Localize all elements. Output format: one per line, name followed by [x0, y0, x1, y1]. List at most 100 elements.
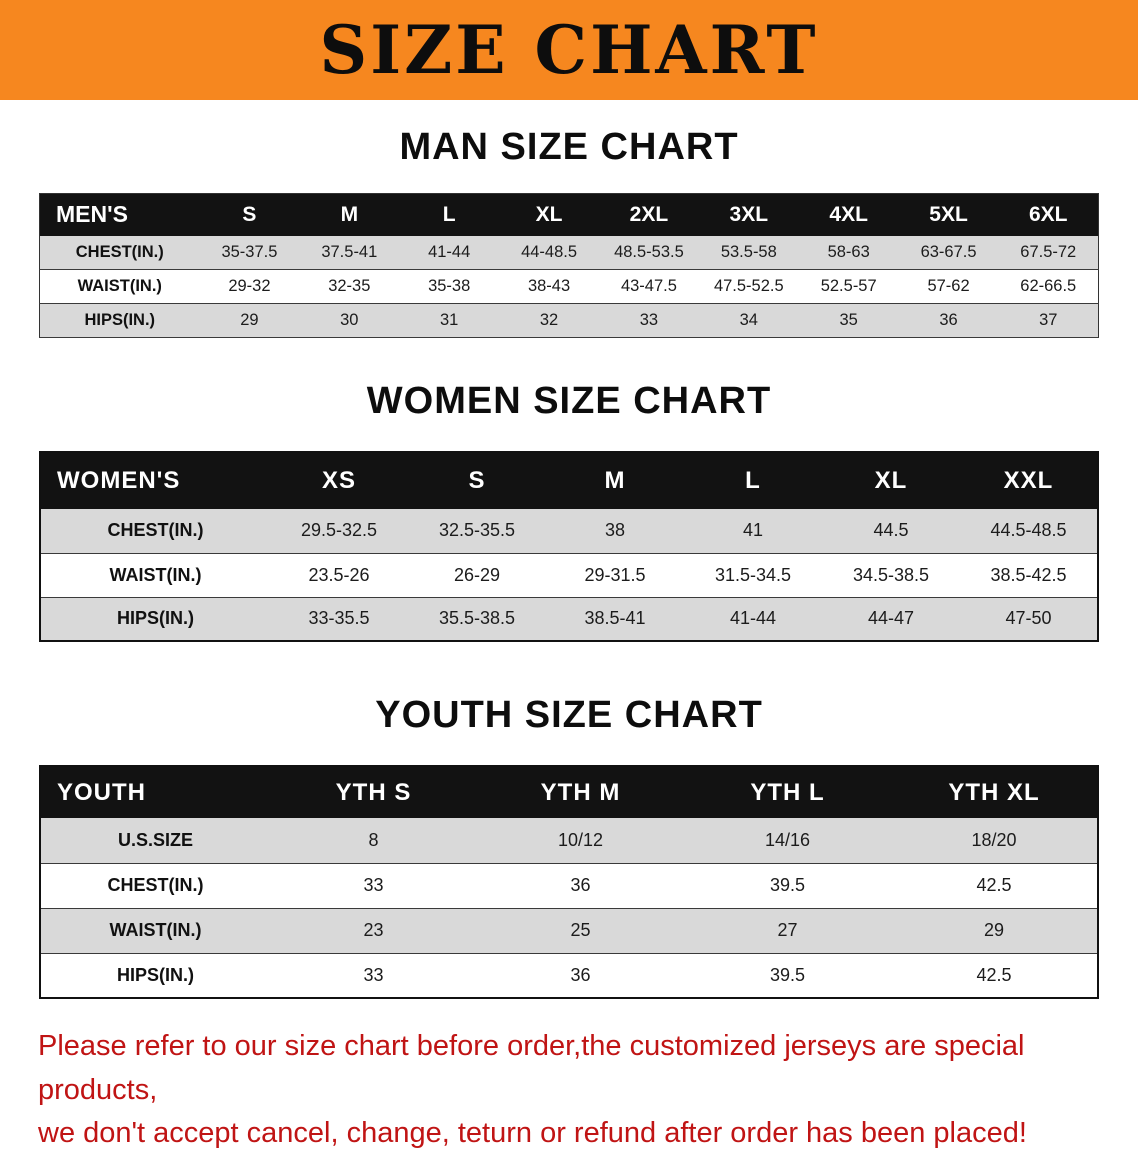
- table-row: WAIST(IN.) 23 25 27 29: [40, 908, 1098, 953]
- size-header-cell: XXL: [960, 452, 1098, 509]
- table-row: WAIST(IN.) 23.5-26 26-29 29-31.5 31.5-34.5 34…: [40, 553, 1098, 597]
- value-cell: 39.5: [769, 875, 806, 895]
- size-header-cell: YTH M: [477, 766, 684, 818]
- value-cell: 43-47.5: [620, 277, 677, 295]
- value-cell: 47-50: [1005, 608, 1052, 629]
- value-cell: 14/16: [764, 829, 811, 850]
- value-cell: 42.5: [976, 964, 1012, 985]
- row-label-cell: WAIST(IN.): [109, 564, 202, 585]
- value-cell: 58-63: [827, 242, 870, 261]
- value-cell: 36: [939, 311, 958, 329]
- value-cell: 29-32: [228, 277, 271, 295]
- value-cell: 36: [570, 964, 591, 985]
- table-title-cell: YOUTH: [40, 766, 270, 818]
- value-cell: 35.5-38.5: [438, 608, 516, 629]
- value-cell: 37.5-41: [321, 242, 378, 261]
- value-cell: 39.5: [769, 964, 806, 985]
- value-cell: 44-47: [867, 608, 915, 629]
- size-header-cell: YTH S: [270, 766, 477, 818]
- value-cell: 53.5-58: [720, 242, 777, 261]
- value-cell: 38-43: [527, 277, 571, 295]
- value-cell: 8: [368, 829, 379, 850]
- value-cell: 47.5-52.5: [713, 277, 784, 295]
- size-header-cell: YTH XL: [891, 766, 1098, 818]
- youth-size-section: YOUTH SIZE CHART YOUTH YTH S YTH M YTH L YTH…: [0, 694, 1138, 999]
- table-title-cell: WOMEN'S: [40, 452, 270, 509]
- value-cell: 48.5-53.5: [614, 242, 684, 261]
- value-cell: 25: [570, 920, 591, 940]
- table-row: CHEST(IN.) 33 36 39.5 42.5: [40, 863, 1098, 908]
- row-label-cell: CHEST(IN.): [107, 520, 204, 541]
- value-cell: 41-44: [729, 608, 777, 629]
- row-label-cell: HIPS(IN.): [84, 311, 156, 329]
- table-row: HIPS(IN.) 33-35.5 35.5-38.5 38.5-41 41-44 44-…: [40, 597, 1098, 641]
- row-label-cell: HIPS(IN.): [116, 964, 194, 985]
- value-cell: 41: [742, 520, 764, 541]
- value-cell: 30: [340, 311, 359, 329]
- table-row: WAIST(IN.) 29-32 32-35 35-38 38-43 43-47.5 47.…: [39, 269, 1099, 304]
- value-cell: 23.5-26: [308, 564, 370, 585]
- value-cell: 38.5-41: [584, 608, 646, 629]
- table-header-row: YOUTH YTH S YTH M YTH L YTH XL: [40, 766, 1098, 818]
- row-label-cell: WAIST(IN.): [77, 277, 162, 295]
- value-cell: 35-37.5: [221, 242, 278, 261]
- value-cell: 35-38: [428, 277, 471, 295]
- size-header-cell: L: [684, 452, 822, 509]
- value-cell: 31: [440, 311, 459, 329]
- value-cell: 23: [363, 920, 384, 940]
- size-header-cell: M: [299, 193, 400, 236]
- table-title-cell: MEN'S: [39, 193, 200, 236]
- disclaimer: Please refer to our size chart before or…: [0, 1025, 1138, 1156]
- value-cell: 42.5: [976, 875, 1012, 895]
- value-cell: 38: [604, 520, 626, 541]
- value-cell: 44.5-48.5: [990, 520, 1067, 541]
- value-cell: 33: [639, 311, 659, 329]
- size-header-cell: 3XL: [698, 193, 799, 236]
- youth-section-heading: YOUTH SIZE CHART: [375, 694, 763, 736]
- table-row: U.S.SIZE 8 10/12 14/16 18/20: [40, 818, 1098, 863]
- value-cell: 29: [240, 311, 259, 329]
- value-cell: 10/12: [557, 829, 604, 850]
- size-header-cell: 6XL: [998, 193, 1099, 236]
- value-cell: 34: [739, 311, 758, 329]
- value-cell: 18/20: [971, 829, 1017, 850]
- value-cell: 36: [570, 875, 591, 895]
- value-cell: 57-62: [927, 277, 970, 295]
- value-cell: 32.5-35.5: [438, 520, 516, 541]
- value-cell: 63-67.5: [920, 242, 977, 261]
- value-cell: 29.5-32.5: [300, 520, 378, 541]
- value-cell: 44-48.5: [521, 242, 578, 261]
- value-cell: 27: [777, 920, 798, 940]
- size-header-cell: XL: [499, 193, 599, 236]
- page-title: SIZE CHART: [319, 11, 819, 89]
- table-row: HIPS(IN.) 29 30 31 32 33 34 35 36 37: [39, 303, 1099, 338]
- women-size-table: WOMEN'S XS S M L XL XXL CHEST(IN.) 29.5-32.5 32.5…: [39, 451, 1099, 642]
- youth-size-table: YOUTH YTH S YTH M YTH L YTH XL U.S.SIZE 8 10/12…: [39, 765, 1099, 999]
- women-size-section: WOMEN SIZE CHART WOMEN'S XS S M L XL XXL CHEST(…: [0, 380, 1138, 642]
- table-row: HIPS(IN.) 33 36 39.5 42.5: [40, 953, 1098, 998]
- table-row: CHEST(IN.) 29.5-32.5 32.5-35.5 38 41 44.5 44.5…: [40, 509, 1098, 553]
- disclaimer-line-1: Please refer to our size chart before or…: [38, 1030, 1025, 1106]
- banner: SIZE CHART: [0, 0, 1138, 100]
- table-row: CHEST(IN.) 35-37.5 37.5-41 41-44 44-48.5 48.5…: [39, 235, 1099, 270]
- value-cell: 26-29: [453, 564, 501, 585]
- size-header-cell: 2XL: [599, 193, 699, 236]
- men-section-heading: MAN SIZE CHART: [399, 126, 739, 168]
- value-cell: 32-35: [328, 277, 371, 295]
- disclaimer-line-2: we don't accept cancel, change, teturn o…: [38, 1117, 1027, 1149]
- size-header-cell: 4XL: [798, 193, 899, 236]
- value-cell: 67.5-72: [1020, 242, 1077, 261]
- value-cell: 33: [363, 964, 384, 985]
- size-header-cell: S: [199, 193, 300, 236]
- size-header-cell: 5XL: [898, 193, 999, 236]
- size-header-cell: XL: [822, 452, 960, 509]
- value-cell: 37: [1039, 311, 1058, 329]
- value-cell: 52.5-57: [820, 277, 877, 295]
- value-cell: 62-66.5: [1020, 277, 1077, 295]
- men-size-table: MEN'S S M L XL 2XL 3XL 4XL 5XL 6XL CHEST(IN.) 35-37…: [39, 193, 1099, 338]
- size-header-cell: XS: [270, 452, 408, 509]
- row-label-cell: U.S.SIZE: [117, 829, 193, 850]
- table-header-row: WOMEN'S XS S M L XL XXL: [40, 452, 1098, 509]
- table-header-row: MEN'S S M L XL 2XL 3XL 4XL 5XL 6XL: [39, 193, 1099, 236]
